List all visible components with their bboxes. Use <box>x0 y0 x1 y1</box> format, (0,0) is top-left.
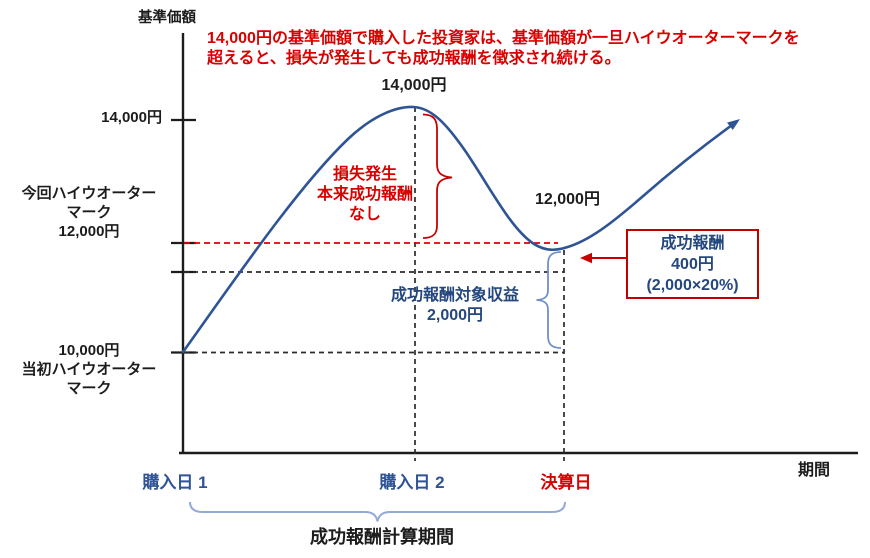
initial-hwm-line3: マーク <box>66 380 112 397</box>
y-label-initial-hwm: 10,000円 当初ハイウオーター マーク <box>4 341 174 398</box>
settlement-value-label: 12,000円 <box>535 191 600 208</box>
fee-box: 成功報酬 400円 (2,000×20%) <box>626 229 759 299</box>
loss-note: 損失発生 本来成功報酬 なし <box>317 165 413 225</box>
top-note: 14,000円の基準価額で購入した投資家は、基準価額が一旦ハイウオーターマークを… <box>207 29 800 69</box>
fee-box-line1: 成功報酬 <box>660 234 725 252</box>
loss-note-line1: 損失発生 <box>332 166 398 183</box>
gain-note-line1: 成功報酬対象収益 <box>390 287 520 304</box>
initial-hwm-line2: 当初ハイウオーター <box>21 361 157 378</box>
loss-note-line2: 本来成功報酬 <box>316 186 414 203</box>
top-note-line2: 超えると、損失が発生しても成功報酬を徴求され続ける。 <box>207 50 621 67</box>
gain-note-line2: 2,000円 <box>426 307 484 324</box>
gain-brace <box>536 251 562 349</box>
current-hwm-line1: 今回ハイウオーター <box>21 185 157 202</box>
current-hwm-line3: 12,000円 <box>58 223 120 240</box>
fee-box-line2: 400円 <box>671 255 714 273</box>
peak-value-label: 14,000円 <box>381 77 447 94</box>
loss-note-line3: なし <box>348 206 382 223</box>
y-label-14000: 14,000円 <box>101 109 162 126</box>
nav-curve <box>181 105 734 354</box>
x-label-settlement: 決算日 <box>540 473 592 492</box>
x-label-purchase2: 購入日 2 <box>379 473 445 492</box>
initial-hwm-line1: 10,000円 <box>58 342 120 359</box>
y-axis-title: 基準価額 <box>138 10 196 26</box>
gain-note: 成功報酬対象収益 2,000円 <box>391 286 519 326</box>
top-note-line1: 14,000円の基準価額で購入した投資家は、基準価額が一旦ハイウオーターマークを <box>207 30 800 47</box>
period-bracket-label: 成功報酬計算期間 <box>310 527 454 547</box>
fee-arrow <box>580 252 626 264</box>
x-axis-title: 期間 <box>798 462 831 479</box>
y-label-current-hwm: 今回ハイウオーター マーク 12,000円 <box>4 184 174 241</box>
fee-box-line3: (2,000×20%) <box>646 276 739 294</box>
period-underbrace <box>189 501 566 522</box>
dashed-guides <box>184 107 565 461</box>
nav-curve-arrowhead <box>727 119 740 130</box>
current-hwm-line2: マーク <box>66 204 112 221</box>
loss-brace <box>422 113 453 239</box>
x-label-purchase1: 購入日 1 <box>142 473 208 492</box>
